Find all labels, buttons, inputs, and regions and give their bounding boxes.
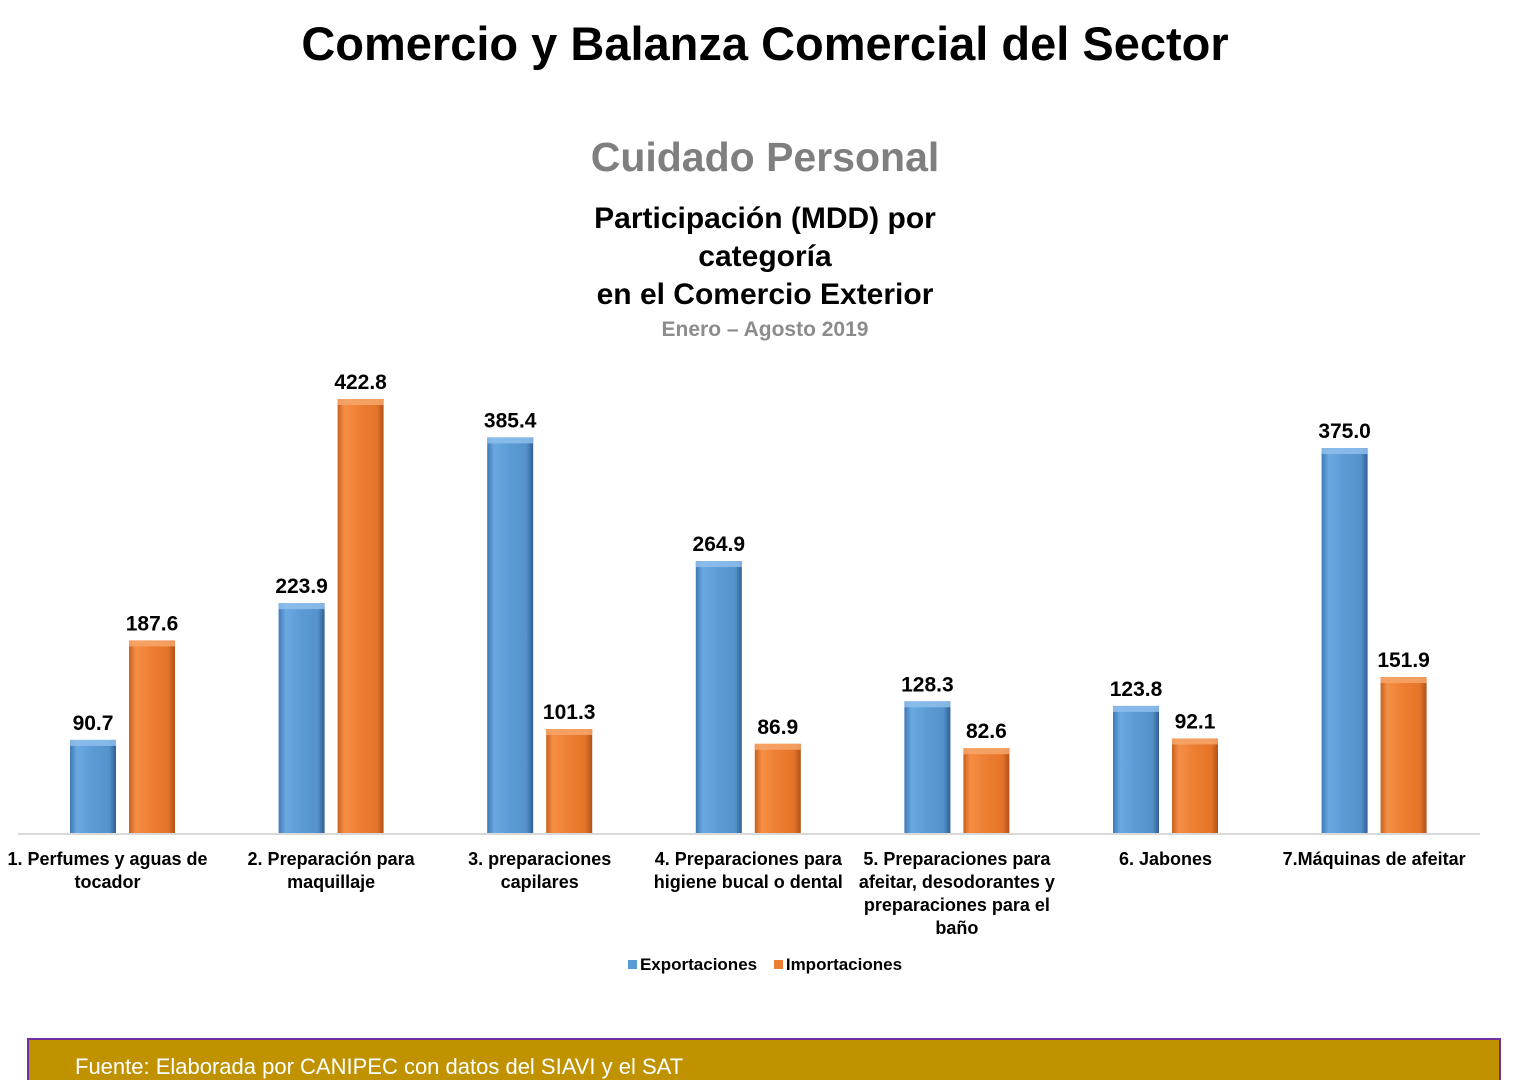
data-label: 151.9	[1377, 649, 1430, 672]
x-tick-label: 4. Preparaciones para higiene bucal o de…	[653, 849, 843, 892]
import-bar-bevel	[1172, 738, 1218, 745]
import-bar	[1172, 738, 1218, 833]
x-tick-label: 6. Jabones	[1118, 849, 1213, 869]
data-label: 101.3	[543, 701, 596, 724]
legend-item-importaciones: Importaciones	[773, 955, 903, 975]
x-tick-label: 3. preparaciones capilares	[468, 849, 612, 892]
data-label: 123.8	[1110, 678, 1163, 701]
import-bar-bevel	[963, 748, 1010, 755]
export-bar	[695, 561, 742, 833]
chart-title-line-2: categoría	[698, 240, 832, 273]
data-label: 187.6	[126, 612, 179, 635]
source-text: Fuente: Elaborada por CANIPEC con datos …	[75, 1054, 684, 1079]
chart-title: Participación (MDD) por categoría en el …	[0, 200, 1530, 314]
data-label: 264.9	[693, 533, 746, 556]
import-bar	[129, 640, 175, 833]
export-bar	[70, 739, 116, 833]
chart-title-line-3: en el Comercio Exterior	[596, 278, 934, 311]
x-tick-label: 2. Preparación para maquillaje	[247, 849, 415, 892]
x-tick-label: 1. Perfumes y aguas de tocador	[7, 849, 208, 892]
data-label: 82.6	[966, 720, 1007, 743]
data-label: 385.4	[484, 409, 537, 432]
data-label: 128.3	[901, 673, 954, 696]
import-bar	[337, 399, 384, 833]
legend-item-exportaciones: Exportaciones	[627, 955, 758, 975]
page-title: Comercio y Balanza Comercial del Sector	[301, 17, 1229, 70]
export-bar	[487, 437, 534, 833]
data-label: 422.8	[334, 371, 387, 394]
export-bar-bevel	[70, 739, 116, 746]
import-bar	[546, 729, 593, 833]
bar-chart: 90.7 187.6 223.9 422.8 385.4 101.3 264.9 86.9 12…	[18, 371, 1480, 835]
import-bar-bevel	[754, 743, 801, 750]
chart-title-line-1: Participación (MDD) por	[594, 202, 936, 235]
page-subtitle: Cuidado Personal	[590, 134, 940, 180]
data-label: 223.9	[275, 575, 328, 598]
bars-group: 90.7 187.6 223.9 422.8 385.4 101.3 264.9 86.9 12…	[70, 371, 1430, 833]
chart-period: Enero – Agosto 2019	[661, 318, 869, 341]
export-bar-bevel	[487, 437, 534, 444]
import-bar-bevel	[337, 399, 384, 405]
legend-label: Importaciones	[785, 955, 903, 974]
x-tick-label: 7.Máquinas de afeitar	[1282, 849, 1466, 869]
chart-legend: Exportaciones Importaciones	[0, 955, 1530, 975]
source-footer: Fuente: Elaborada por CANIPEC con datos …	[27, 1038, 1501, 1080]
data-label: 86.9	[757, 716, 798, 739]
import-bar-bevel	[546, 729, 593, 736]
export-bar	[904, 701, 951, 833]
data-label: 90.7	[73, 712, 114, 735]
legend-swatch-importaciones	[773, 960, 783, 969]
legend-label: Exportaciones	[639, 955, 758, 974]
export-bar	[1321, 448, 1368, 833]
data-label: 375.0	[1318, 420, 1371, 443]
export-bar-bevel	[695, 561, 742, 568]
export-bar	[278, 603, 325, 833]
export-bar-bevel	[904, 701, 951, 708]
export-bar-bevel	[278, 603, 325, 610]
export-bar-bevel	[1113, 705, 1159, 712]
export-bar-bevel	[1321, 448, 1368, 455]
import-bar	[963, 748, 1010, 833]
import-bar	[1380, 677, 1427, 833]
import-bar-bevel	[129, 640, 175, 647]
import-bar-bevel	[1380, 677, 1427, 684]
data-label: 92.1	[1175, 710, 1216, 733]
x-tick-label: 5. Preparaciones para afeitar, desodoran…	[858, 849, 1055, 938]
import-bar	[754, 743, 801, 833]
export-bar	[1113, 705, 1159, 833]
legend-swatch-exportaciones	[627, 960, 637, 969]
